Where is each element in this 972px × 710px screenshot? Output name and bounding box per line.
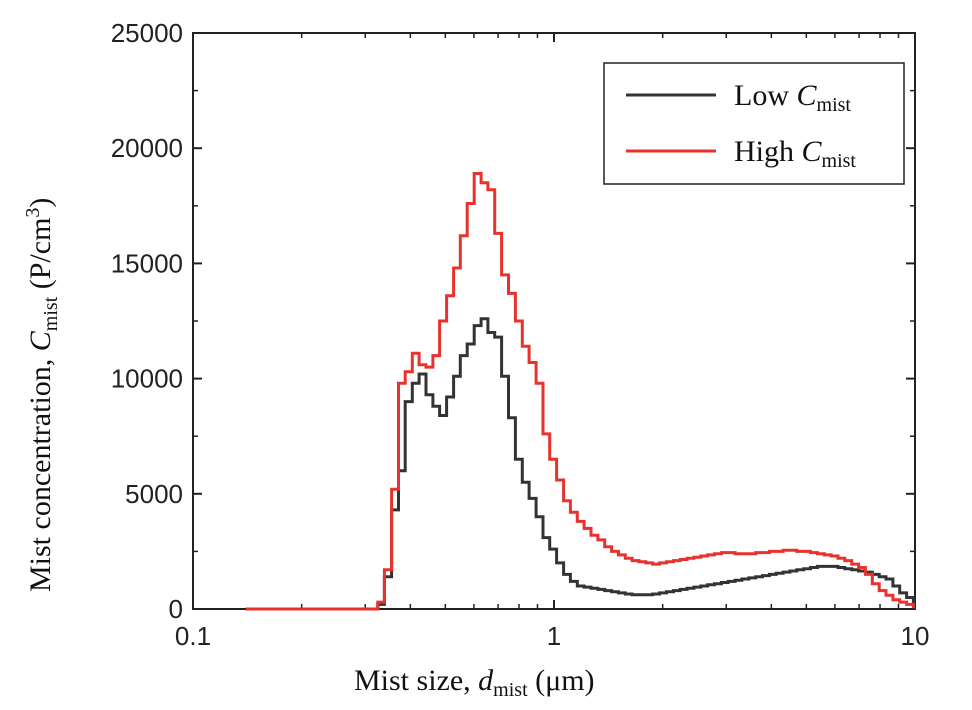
y-axis-title-sub: mist	[40, 296, 62, 331]
legend-label-high-var: C	[802, 135, 823, 168]
y-tick-label: 20000	[111, 133, 183, 163]
legend-label-low: Low Cmist	[734, 79, 851, 116]
series-layer	[245, 172, 915, 611]
x-tick-label: 1	[547, 621, 561, 651]
legend-label-low-var: C	[797, 79, 818, 112]
series-line-low	[245, 317, 915, 611]
y-axis-title-var: C	[24, 330, 57, 351]
y-axis-title: Mist concentration, Cmist (P/cm3)	[22, 198, 62, 592]
x-axis-title-main: Mist size,	[354, 664, 478, 697]
y-tick-label: 5000	[125, 479, 183, 509]
x-axis-title-sub: mist	[493, 679, 528, 701]
axis-ticks: 0 5000 10000 15000 20000 25000 0.1 1 10	[111, 18, 930, 651]
y-tick-label: 10000	[111, 364, 183, 394]
y-tick-label: 25000	[111, 18, 183, 48]
x-axis-title-var: d	[478, 664, 494, 697]
y-axis-title-main: Mist concentration,	[24, 351, 57, 592]
y-axis-title-unit-open: (P/cm	[24, 218, 57, 297]
legend-label-high: High Cmist	[734, 135, 856, 172]
legend: Low Cmist High Cmist	[603, 62, 905, 185]
series-line-high	[245, 172, 915, 611]
y-tick-label: 15000	[111, 248, 183, 278]
x-axis-title-unit: (μm)	[528, 664, 595, 697]
y-axis-title-text: Mist concentration, Cmist (P/cm3)	[22, 198, 62, 592]
legend-box	[603, 62, 905, 185]
x-axis-title-text: Mist size, dmist (μm)	[354, 664, 595, 701]
legend-label-low-main: Low	[734, 79, 797, 112]
x-tick-label: 10	[901, 621, 930, 651]
x-axis-title: Mist size, dmist (μm)	[354, 664, 595, 701]
x-tick-label: 0.1	[175, 621, 211, 651]
y-axis-title-sup: 3	[22, 208, 44, 218]
legend-label-high-main: High	[734, 135, 802, 168]
legend-label-low-sub: mist	[817, 94, 852, 116]
legend-label-high-sub: mist	[822, 150, 857, 172]
y-axis-title-unit-close: )	[24, 198, 57, 208]
y-tick-label: 0	[169, 594, 183, 624]
